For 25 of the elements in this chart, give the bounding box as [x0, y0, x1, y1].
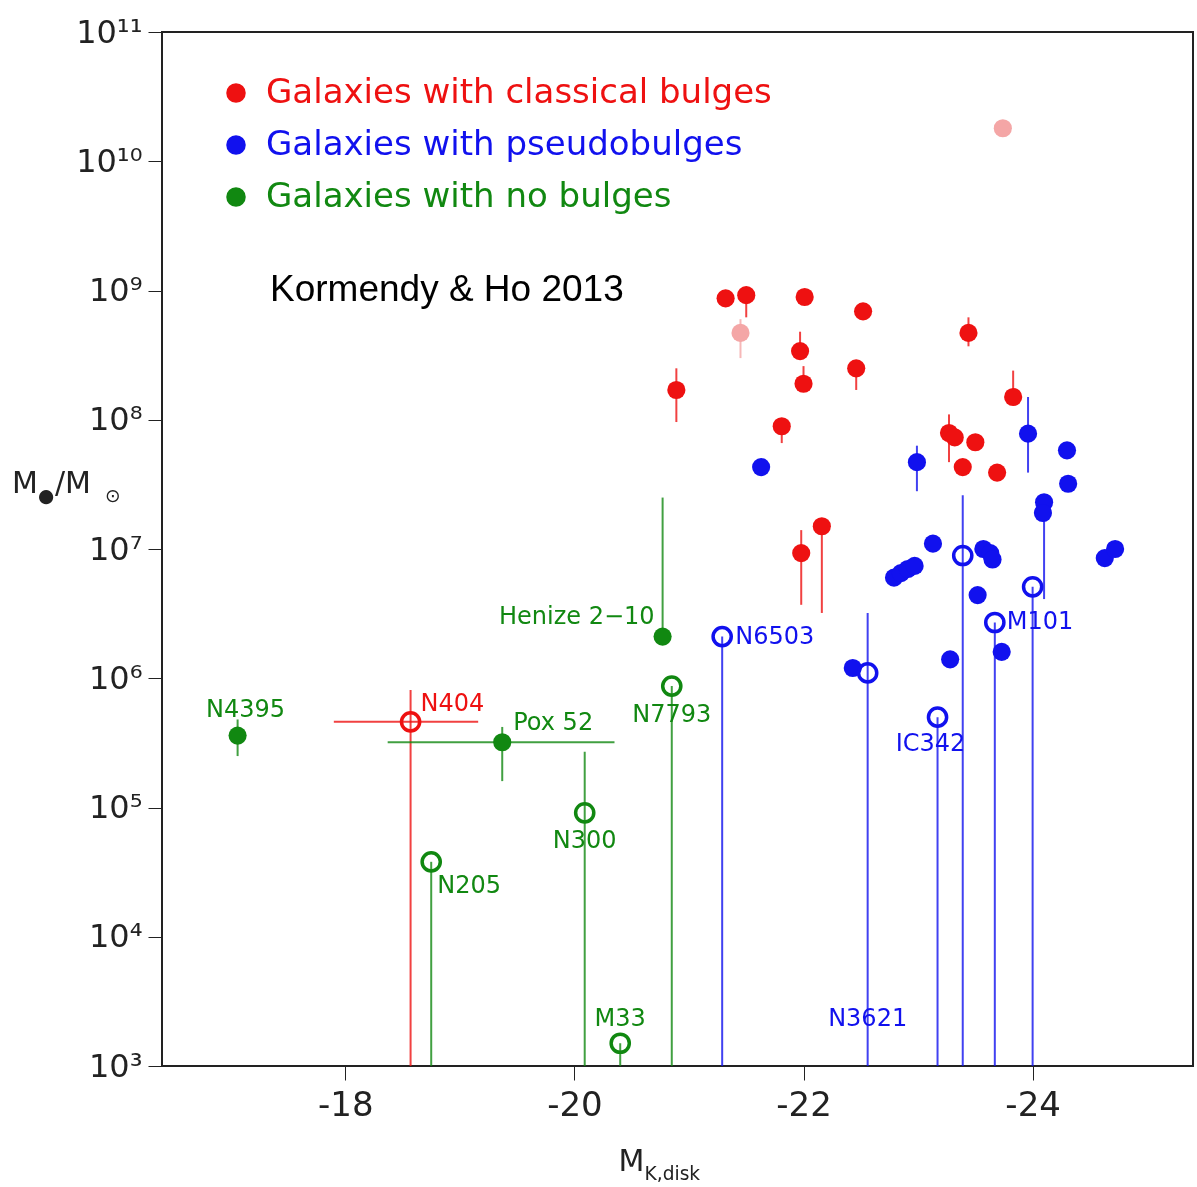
x-tick-label: -24 — [1005, 1083, 1061, 1124]
x-tick-label: -20 — [547, 1083, 603, 1124]
y-tick-label: 10⁶ — [88, 658, 143, 697]
annotation: Pox 52 — [513, 708, 594, 737]
y-tick-label: 10⁷ — [88, 529, 143, 568]
legend-label: Galaxies with classical bulges — [266, 71, 772, 111]
x-tick-label: -22 — [776, 1083, 832, 1124]
annotation: N6503 — [735, 621, 815, 650]
annotation: Kormendy & Ho 2013 — [270, 268, 624, 309]
y-tick-label: 10³ — [88, 1046, 143, 1085]
annotation: N404 — [420, 688, 485, 717]
annotation: N205 — [437, 870, 501, 899]
y-axis-title: M●/M⊙ — [12, 465, 121, 506]
y-tick-label: 10⁸ — [88, 400, 143, 439]
y-tick-label: 10⁴ — [88, 917, 143, 956]
x-tick-label: -18 — [318, 1083, 374, 1124]
legend-label: Galaxies with pseudobulges — [266, 123, 743, 163]
y-tick-label: 10¹⁰ — [76, 141, 143, 180]
y-tick-label: 10¹¹ — [76, 12, 143, 51]
annotation: M33 — [594, 1004, 646, 1033]
y-tick-label: 10⁵ — [88, 788, 143, 826]
y-tick-label: 10⁹ — [88, 271, 143, 309]
legend-label: Galaxies with no bulges — [266, 175, 672, 215]
annotation: Henize 2−10 — [499, 601, 655, 630]
annotation: N4395 — [206, 694, 286, 723]
